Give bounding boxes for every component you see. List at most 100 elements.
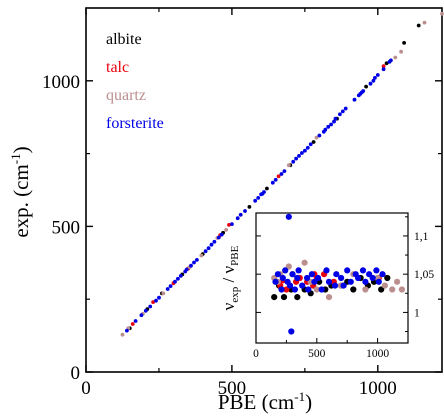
inset-point-forsterite [333,271,340,278]
inset-point-forsterite [278,286,285,293]
point-forsterite [323,127,328,132]
inset-y-title-b-sub: PBE [229,245,241,265]
point-quartz [440,11,444,16]
point-forsterite [216,235,221,240]
point-forsterite [326,124,331,129]
point-forsterite [178,274,183,278]
y-tick-label: 1000 [42,72,80,93]
point-albite [247,205,252,209]
point-talc [227,223,231,227]
x-axis-title: PBE (cm-1) [218,389,312,414]
point-forsterite [139,313,144,318]
inset-point-forsterite [340,282,347,289]
point-quartz [314,135,319,140]
inset-point-albite [350,286,357,293]
point-albite [265,186,269,191]
point-forsterite [184,267,189,272]
inset-y-tick-label: 1 [414,307,420,319]
point-forsterite [270,180,275,185]
inset-point-forsterite [274,271,281,278]
point-forsterite [133,319,138,323]
point-forsterite [165,287,170,291]
inset-point-forsterite [331,282,339,289]
inset-y-title-mid: / ν [219,266,238,287]
inset-point-quartz [381,282,388,289]
x-axis-title-end: ) [305,390,312,414]
inset-point-forsterite [314,274,322,282]
point-forsterite [238,212,243,217]
inset-point-forsterite [288,328,295,335]
point-forsterite [343,106,348,111]
inset-point-forsterite [323,267,330,274]
point-talc [381,64,386,69]
inset-point-forsterite [355,274,362,282]
inset-point-forsterite [362,278,369,285]
point-forsterite [192,260,196,265]
point-quartz [224,228,229,232]
point-forsterite [282,169,287,174]
inset-point-albite [294,294,301,301]
point-forsterite [256,196,261,200]
inset-point-quartz [313,286,320,293]
point-forsterite [143,308,148,313]
point-forsterite [368,81,373,86]
inset-point-forsterite [325,278,333,285]
point-albite [364,84,368,89]
inset-point-forsterite [373,267,380,274]
legend-label-albite: albite [106,31,142,48]
point-forsterite [291,159,296,164]
point-forsterite [340,109,345,114]
point-albite [402,41,406,45]
point-talc [130,322,135,326]
point-forsterite [333,116,338,121]
inset-point-albite [280,294,288,301]
point-forsterite [332,119,336,124]
inset-point-forsterite [291,286,298,293]
x-axis-title-sup: -1 [294,389,305,404]
inset-point-albite [378,286,385,293]
y-tick-label: 500 [52,217,81,238]
point-forsterite [189,263,193,268]
inset-point-forsterite [286,282,294,289]
inset-point-talc [283,286,290,293]
point-forsterite [209,242,214,247]
x-tick-label: 1000 [359,378,397,399]
inset-point-forsterite [308,271,315,278]
point-forsterite [294,156,298,161]
inset-x-tick-label: 500 [308,348,326,360]
point-forsterite [154,298,158,303]
point-forsterite [317,133,322,138]
legend-label-quartz: quartz [106,87,146,104]
point-forsterite [308,142,313,147]
inset-point-forsterite [304,274,311,282]
y-tick-label: 0 [71,363,81,384]
point-forsterite [125,328,129,333]
inset-y-axis-title: νexp / νPBE [219,245,241,310]
inset-x-tick-label: 1000 [366,348,389,360]
main-ticks: 0 500 1000 0 500 1000 [42,8,442,399]
point-albite [384,61,389,66]
point-forsterite [389,58,393,63]
point-forsterite [381,67,386,72]
point-forsterite [203,249,208,254]
inset-y-title-a: ν [219,302,238,310]
x-axis-title-main: PBE (cm [218,390,294,414]
inset-point-forsterite [338,274,345,282]
point-forsterite [300,151,304,155]
inset-point-quartz [362,286,369,293]
x-tick-label: 500 [218,378,247,399]
point-forsterite [235,216,240,221]
x-tick-label: 0 [81,378,91,399]
inset-point-albite [384,274,391,282]
point-forsterite [253,198,258,203]
inset-point-quartz [389,286,396,293]
inset-point-forsterite [295,267,302,274]
point-quartz [120,332,125,337]
point-talc [151,300,156,304]
inset-point-quartz [285,263,292,270]
legend-label-talc: talc [106,59,129,76]
point-forsterite [361,89,366,93]
point-quartz [161,291,166,296]
point-forsterite [243,209,247,213]
inset-plot-frame [255,212,409,344]
